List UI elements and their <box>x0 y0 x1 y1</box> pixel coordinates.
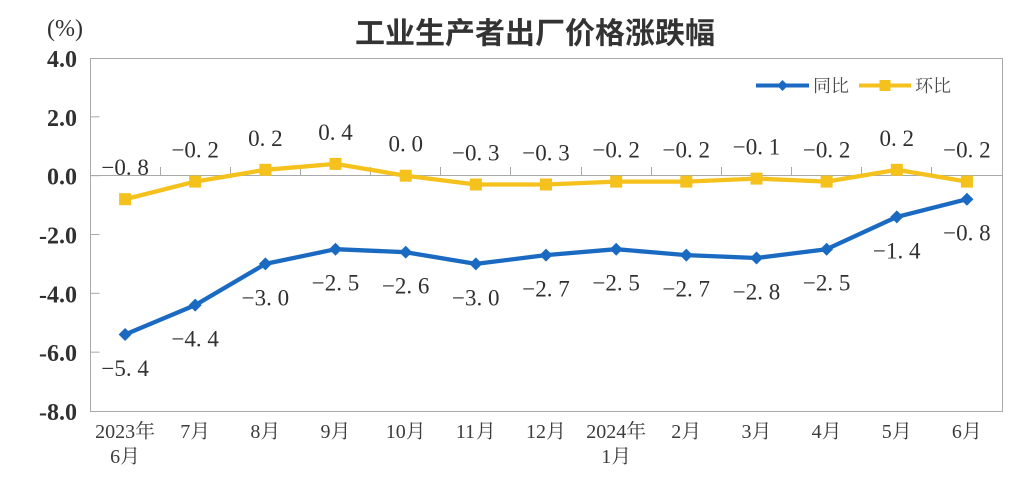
svg-text:8: 8 <box>250 421 260 443</box>
svg-text:6: 6 <box>110 446 120 468</box>
svg-text:−2. 5: −2. 5 <box>312 271 359 296</box>
svg-text:(%): (%) <box>47 16 83 42</box>
svg-text:−1. 4: −1. 4 <box>873 238 921 263</box>
svg-text:11: 11 <box>456 421 475 443</box>
svg-text:−2. 7: −2. 7 <box>522 277 569 302</box>
svg-text:1: 1 <box>601 446 611 468</box>
svg-text:0. 2: 0. 2 <box>248 126 283 151</box>
svg-text:10: 10 <box>386 421 406 443</box>
svg-text:2.0: 2.0 <box>47 106 77 132</box>
svg-text:−3. 0: −3. 0 <box>242 285 289 310</box>
svg-text:−2. 6: −2. 6 <box>382 274 429 299</box>
svg-text:9: 9 <box>321 421 331 443</box>
svg-text:−0. 2: −0. 2 <box>171 138 218 163</box>
svg-text:12: 12 <box>526 421 546 443</box>
svg-text:4: 4 <box>812 421 822 443</box>
svg-text:4.0: 4.0 <box>47 47 77 73</box>
svg-text:−0. 3: −0. 3 <box>522 141 569 166</box>
svg-text:5: 5 <box>882 421 892 443</box>
svg-text:−0. 8: −0. 8 <box>101 155 148 180</box>
svg-text:−0. 2: −0. 2 <box>943 138 990 163</box>
svg-text:−5. 4: −5. 4 <box>101 356 149 381</box>
svg-text:7: 7 <box>180 421 190 443</box>
svg-text:0.0: 0.0 <box>47 165 77 191</box>
svg-text:−0. 3: −0. 3 <box>452 141 499 166</box>
svg-text:−2. 5: −2. 5 <box>803 271 850 296</box>
svg-text:-6.0: -6.0 <box>39 341 77 367</box>
svg-text:2024: 2024 <box>586 421 626 443</box>
svg-text:−2. 8: −2. 8 <box>733 280 780 305</box>
svg-text:−3. 0: −3. 0 <box>452 285 499 310</box>
svg-text:−4. 4: −4. 4 <box>171 327 219 352</box>
svg-text:−2. 5: −2. 5 <box>592 271 639 296</box>
svg-text:-2.0: -2.0 <box>39 224 77 250</box>
svg-text:6: 6 <box>952 421 962 443</box>
svg-text:-8.0: -8.0 <box>39 400 77 426</box>
svg-text:−0. 2: −0. 2 <box>803 138 850 163</box>
svg-text:−0. 2: −0. 2 <box>592 138 639 163</box>
svg-text:3: 3 <box>742 421 752 443</box>
svg-text:0. 4: 0. 4 <box>318 120 353 145</box>
svg-text:-4.0: -4.0 <box>39 282 77 308</box>
svg-text:−0. 2: −0. 2 <box>663 138 710 163</box>
svg-text:−0. 8: −0. 8 <box>943 221 990 246</box>
svg-text:2023: 2023 <box>95 421 135 443</box>
svg-text:0. 0: 0. 0 <box>388 132 423 157</box>
svg-text:−0. 1: −0. 1 <box>733 135 780 160</box>
svg-text:−2. 7: −2. 7 <box>663 277 710 302</box>
svg-text:0. 2: 0. 2 <box>880 126 915 151</box>
svg-text:2: 2 <box>671 421 681 443</box>
